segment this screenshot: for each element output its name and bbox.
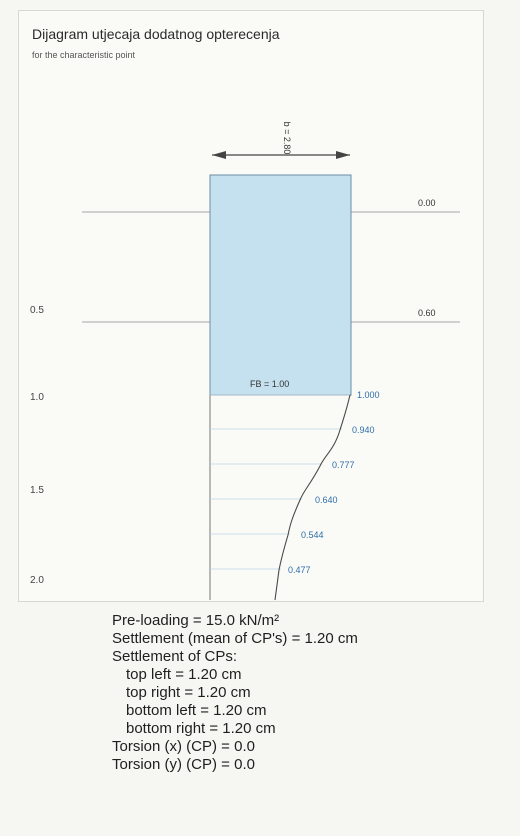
footing-block [209, 174, 352, 396]
fb-label: FB = 1.00 [250, 379, 289, 389]
depth-tick-2: 1.5 [30, 485, 44, 496]
influence-value-0: 1.000 [357, 390, 380, 400]
preloading-text: Pre-loading = 15.0 kN/m² [112, 612, 280, 629]
torsion-y-text: Torsion (y) (CP) = 0.0 [112, 756, 255, 773]
width-arrow-left-icon [212, 151, 226, 159]
diagram-subtitle: for the characteristic point [32, 50, 136, 60]
diagram-title: Dijagram utjecaja dodatnog opterecenja [32, 26, 280, 42]
depth-tick-1: 1.0 [30, 392, 44, 403]
settlement-top-left: top left = 1.20 cm [126, 666, 242, 683]
depth-tick-0: 0.5 [30, 305, 44, 316]
settlement-cps-header: Settlement of CPs: [112, 648, 238, 665]
settlement-bottom-right: bottom right = 1.20 cm [126, 720, 276, 737]
settlement-mean-text: Settlement (mean of CP's) = 1.20 cm [112, 630, 358, 647]
influence-curve [274, 394, 351, 601]
settlement-top-right: top right = 1.20 cm [126, 684, 251, 701]
width-arrow-right-icon [336, 151, 350, 159]
influence-value-4: 0.544 [301, 530, 324, 540]
depth-tick-3: 2.0 [30, 575, 44, 586]
results-panel: Pre-loading = 15.0 kN/m² Settlement (mea… [112, 612, 358, 774]
influence-value-5: 0.477 [288, 565, 311, 575]
torsion-x-text: Torsion (x) (CP) = 0.0 [112, 738, 255, 755]
width-label: b = 2.80 [282, 122, 292, 155]
influence-diagram: b = 2.80 0.00 0.60 0.5 1.0 1.5 2.0 FB = … [30, 122, 460, 601]
level-label-1: 0.60 [418, 308, 436, 318]
influence-value-2: 0.777 [332, 460, 355, 470]
level-label-0: 0.00 [418, 198, 436, 208]
settlement-bottom-left: bottom left = 1.20 cm [126, 702, 267, 719]
influence-value-3: 0.640 [315, 495, 338, 505]
influence-value-1: 0.940 [352, 425, 375, 435]
